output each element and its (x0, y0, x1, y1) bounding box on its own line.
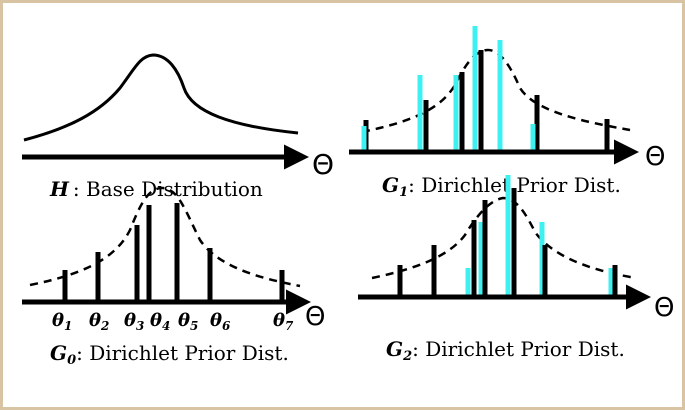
panel-base-distribution: Θ H: Base Distribution (22, 55, 334, 201)
base-density-curve (24, 55, 298, 140)
h-caption: H: Base Distribution (49, 177, 263, 201)
theta-label: θ3 (124, 310, 144, 333)
g1-axis-symbol: Θ (645, 142, 665, 172)
theta-label: θ4 (150, 310, 170, 333)
theta-label: θ5 (178, 310, 198, 333)
theta-label: θ7 (273, 310, 294, 333)
panel-g2: Θ G2: Dirichlet Prior Dist. (358, 175, 674, 364)
g2-dashed-curve (372, 198, 636, 278)
panel-g1: Θ G1: Dirichlet Prior Dist. (349, 26, 665, 200)
g0-theta-labels: θ1 θ2 θ3 θ4 θ5 θ6 θ7 (52, 310, 294, 333)
g1-caption: G1: Dirichlet Prior Dist. (382, 173, 621, 200)
g0-caption: G0: Dirichlet Prior Dist. (50, 341, 289, 368)
theta-label: θ1 (52, 310, 72, 333)
g2-axis-symbol: Θ (654, 293, 674, 323)
g1-dashed-curve (362, 50, 630, 132)
g2-caption: G2: Dirichlet Prior Dist. (386, 337, 625, 364)
g0-atoms (65, 203, 282, 300)
g0-dashed-curve (30, 188, 300, 286)
panel-g0: Θ θ1 θ2 θ3 θ4 θ5 θ6 θ7 G0: Dirichlet Pri… (22, 188, 325, 368)
theta-label: θ6 (210, 310, 231, 333)
h-axis-symbol: Θ (312, 148, 334, 181)
g1-atoms (364, 26, 607, 152)
theta-label: θ2 (89, 310, 109, 333)
g0-axis-symbol: Θ (305, 302, 325, 332)
